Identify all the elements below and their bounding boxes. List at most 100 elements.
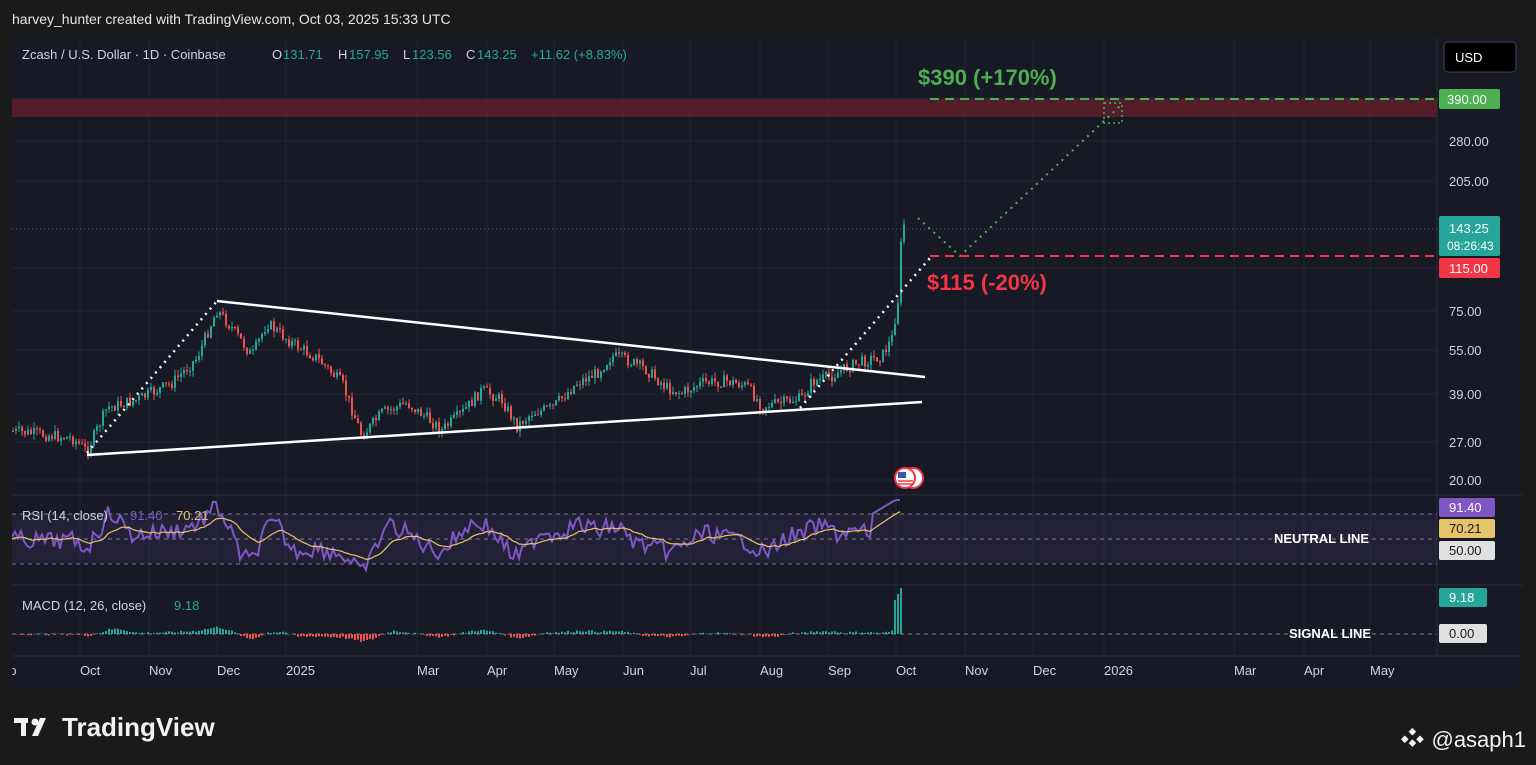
candle-body <box>396 406 398 411</box>
time-axis-label: Nov <box>149 663 173 678</box>
candle-body <box>369 423 371 433</box>
macd-bar <box>579 631 581 634</box>
candle-body <box>45 436 47 441</box>
macd-bar <box>291 633 293 635</box>
macd-bar <box>507 634 509 635</box>
candle-body <box>354 415 356 419</box>
candle-body <box>771 402 773 408</box>
macd-bar <box>252 634 254 640</box>
candle-body <box>318 354 320 359</box>
macd-bar <box>420 633 422 634</box>
macd-bar <box>594 631 596 634</box>
tradingview-logo[interactable]: TradingView <box>14 712 215 743</box>
candle-body <box>447 423 449 426</box>
candle-body <box>324 364 326 366</box>
candle-body <box>297 340 299 350</box>
countdown: 08:26:43 <box>1447 239 1494 253</box>
macd-bar <box>600 632 602 634</box>
macd-bar <box>324 634 326 637</box>
macd-bar <box>27 634 29 636</box>
candle-body <box>42 430 44 437</box>
macd-bar <box>672 634 674 637</box>
macd-bar <box>678 634 680 636</box>
currency-button[interactable]: USD <box>1443 41 1517 73</box>
candle-body <box>603 370 605 372</box>
macd-bar <box>654 634 656 636</box>
candle-body <box>240 333 242 339</box>
macd-bar <box>894 600 896 634</box>
macd-bar <box>402 632 404 634</box>
macd-bar <box>624 632 626 634</box>
macd-bar <box>249 634 251 639</box>
candle-body <box>429 412 431 423</box>
macd-bar <box>282 631 284 634</box>
macd-bar <box>537 634 539 635</box>
macd-bar <box>141 632 143 634</box>
svg-text:70.21: 70.21 <box>1449 521 1482 536</box>
candle-body <box>405 403 407 405</box>
tick-75: 75.00 <box>1449 304 1482 319</box>
candle-body <box>63 437 65 439</box>
macd-bar <box>540 633 542 635</box>
macd-bar <box>57 633 59 635</box>
candle-body <box>810 378 812 393</box>
macd-zero-tag: 0.00 <box>1439 624 1487 643</box>
macd-bar <box>618 631 620 634</box>
macd-bar <box>276 632 278 634</box>
candle-body <box>576 384 578 386</box>
time-axis[interactable]: ep Oct Nov Dec 2025 Mar Apr May Jun Jul Aug Sep Oct N… <box>12 663 1395 678</box>
macd-bar <box>645 634 647 636</box>
macd-bar <box>513 634 515 637</box>
macd-bar <box>627 631 629 634</box>
rsi-ma-tag: 70.21 <box>1439 519 1495 538</box>
candle-body <box>111 406 113 408</box>
candle-body <box>858 364 860 366</box>
macd-bar <box>873 632 875 634</box>
candle-body <box>693 387 695 391</box>
target-annotation: $390 (+170%) <box>918 65 1057 90</box>
time-axis-label: May <box>554 663 579 678</box>
macd-bar <box>96 633 98 634</box>
macd-bar <box>756 634 758 637</box>
neutral-line-label: NEUTRAL LINE <box>1274 531 1369 546</box>
macd-bar <box>171 631 173 634</box>
candle-body <box>900 241 902 303</box>
candle-body <box>639 360 641 364</box>
time-axis-label: Nov <box>965 663 989 678</box>
macd-bar <box>393 630 395 634</box>
symbol-name[interactable]: Zcash / U.S. Dollar · 1D · Coinbase <box>22 47 226 62</box>
candle-body <box>87 446 89 455</box>
macd-bar <box>399 632 401 634</box>
price-axis[interactable]: 280.00 205.00 75.00 55.00 39.00 27.00 20… <box>1449 134 1489 488</box>
macd-bar <box>858 633 860 634</box>
macd-bar <box>651 634 653 636</box>
macd-bar <box>699 632 701 634</box>
macd-bar <box>612 631 614 634</box>
chart-frame[interactable]: $390 (+170%) $115 (-20%) Zcash / U.S. Do… <box>12 38 1522 688</box>
macd-bar <box>639 634 641 635</box>
candle-body <box>438 421 440 433</box>
us-flag-event-icon[interactable] <box>894 467 924 489</box>
candle-body <box>246 347 248 354</box>
candle-body <box>660 382 662 385</box>
chart-svg[interactable]: $390 (+170%) $115 (-20%) Zcash / U.S. Do… <box>12 38 1522 688</box>
macd-bar <box>255 634 257 638</box>
macd-bar <box>348 634 350 639</box>
macd-bar <box>561 631 563 634</box>
macd-bar <box>741 634 743 636</box>
open-value: 131.71 <box>283 47 323 62</box>
candle-body <box>798 393 800 402</box>
macd-bar <box>555 632 557 634</box>
footer <box>0 688 1536 765</box>
tick-20: 20.00 <box>1449 473 1482 488</box>
candle-body <box>708 381 710 384</box>
macd-bar <box>15 634 17 635</box>
candle-body <box>651 369 653 378</box>
candle-body <box>141 393 143 396</box>
macd-bar <box>438 634 440 638</box>
macd-bar <box>225 629 227 634</box>
candle-body <box>480 387 482 401</box>
macd-bar <box>360 634 362 642</box>
macd-bar <box>174 632 176 634</box>
candle-body <box>657 378 659 385</box>
